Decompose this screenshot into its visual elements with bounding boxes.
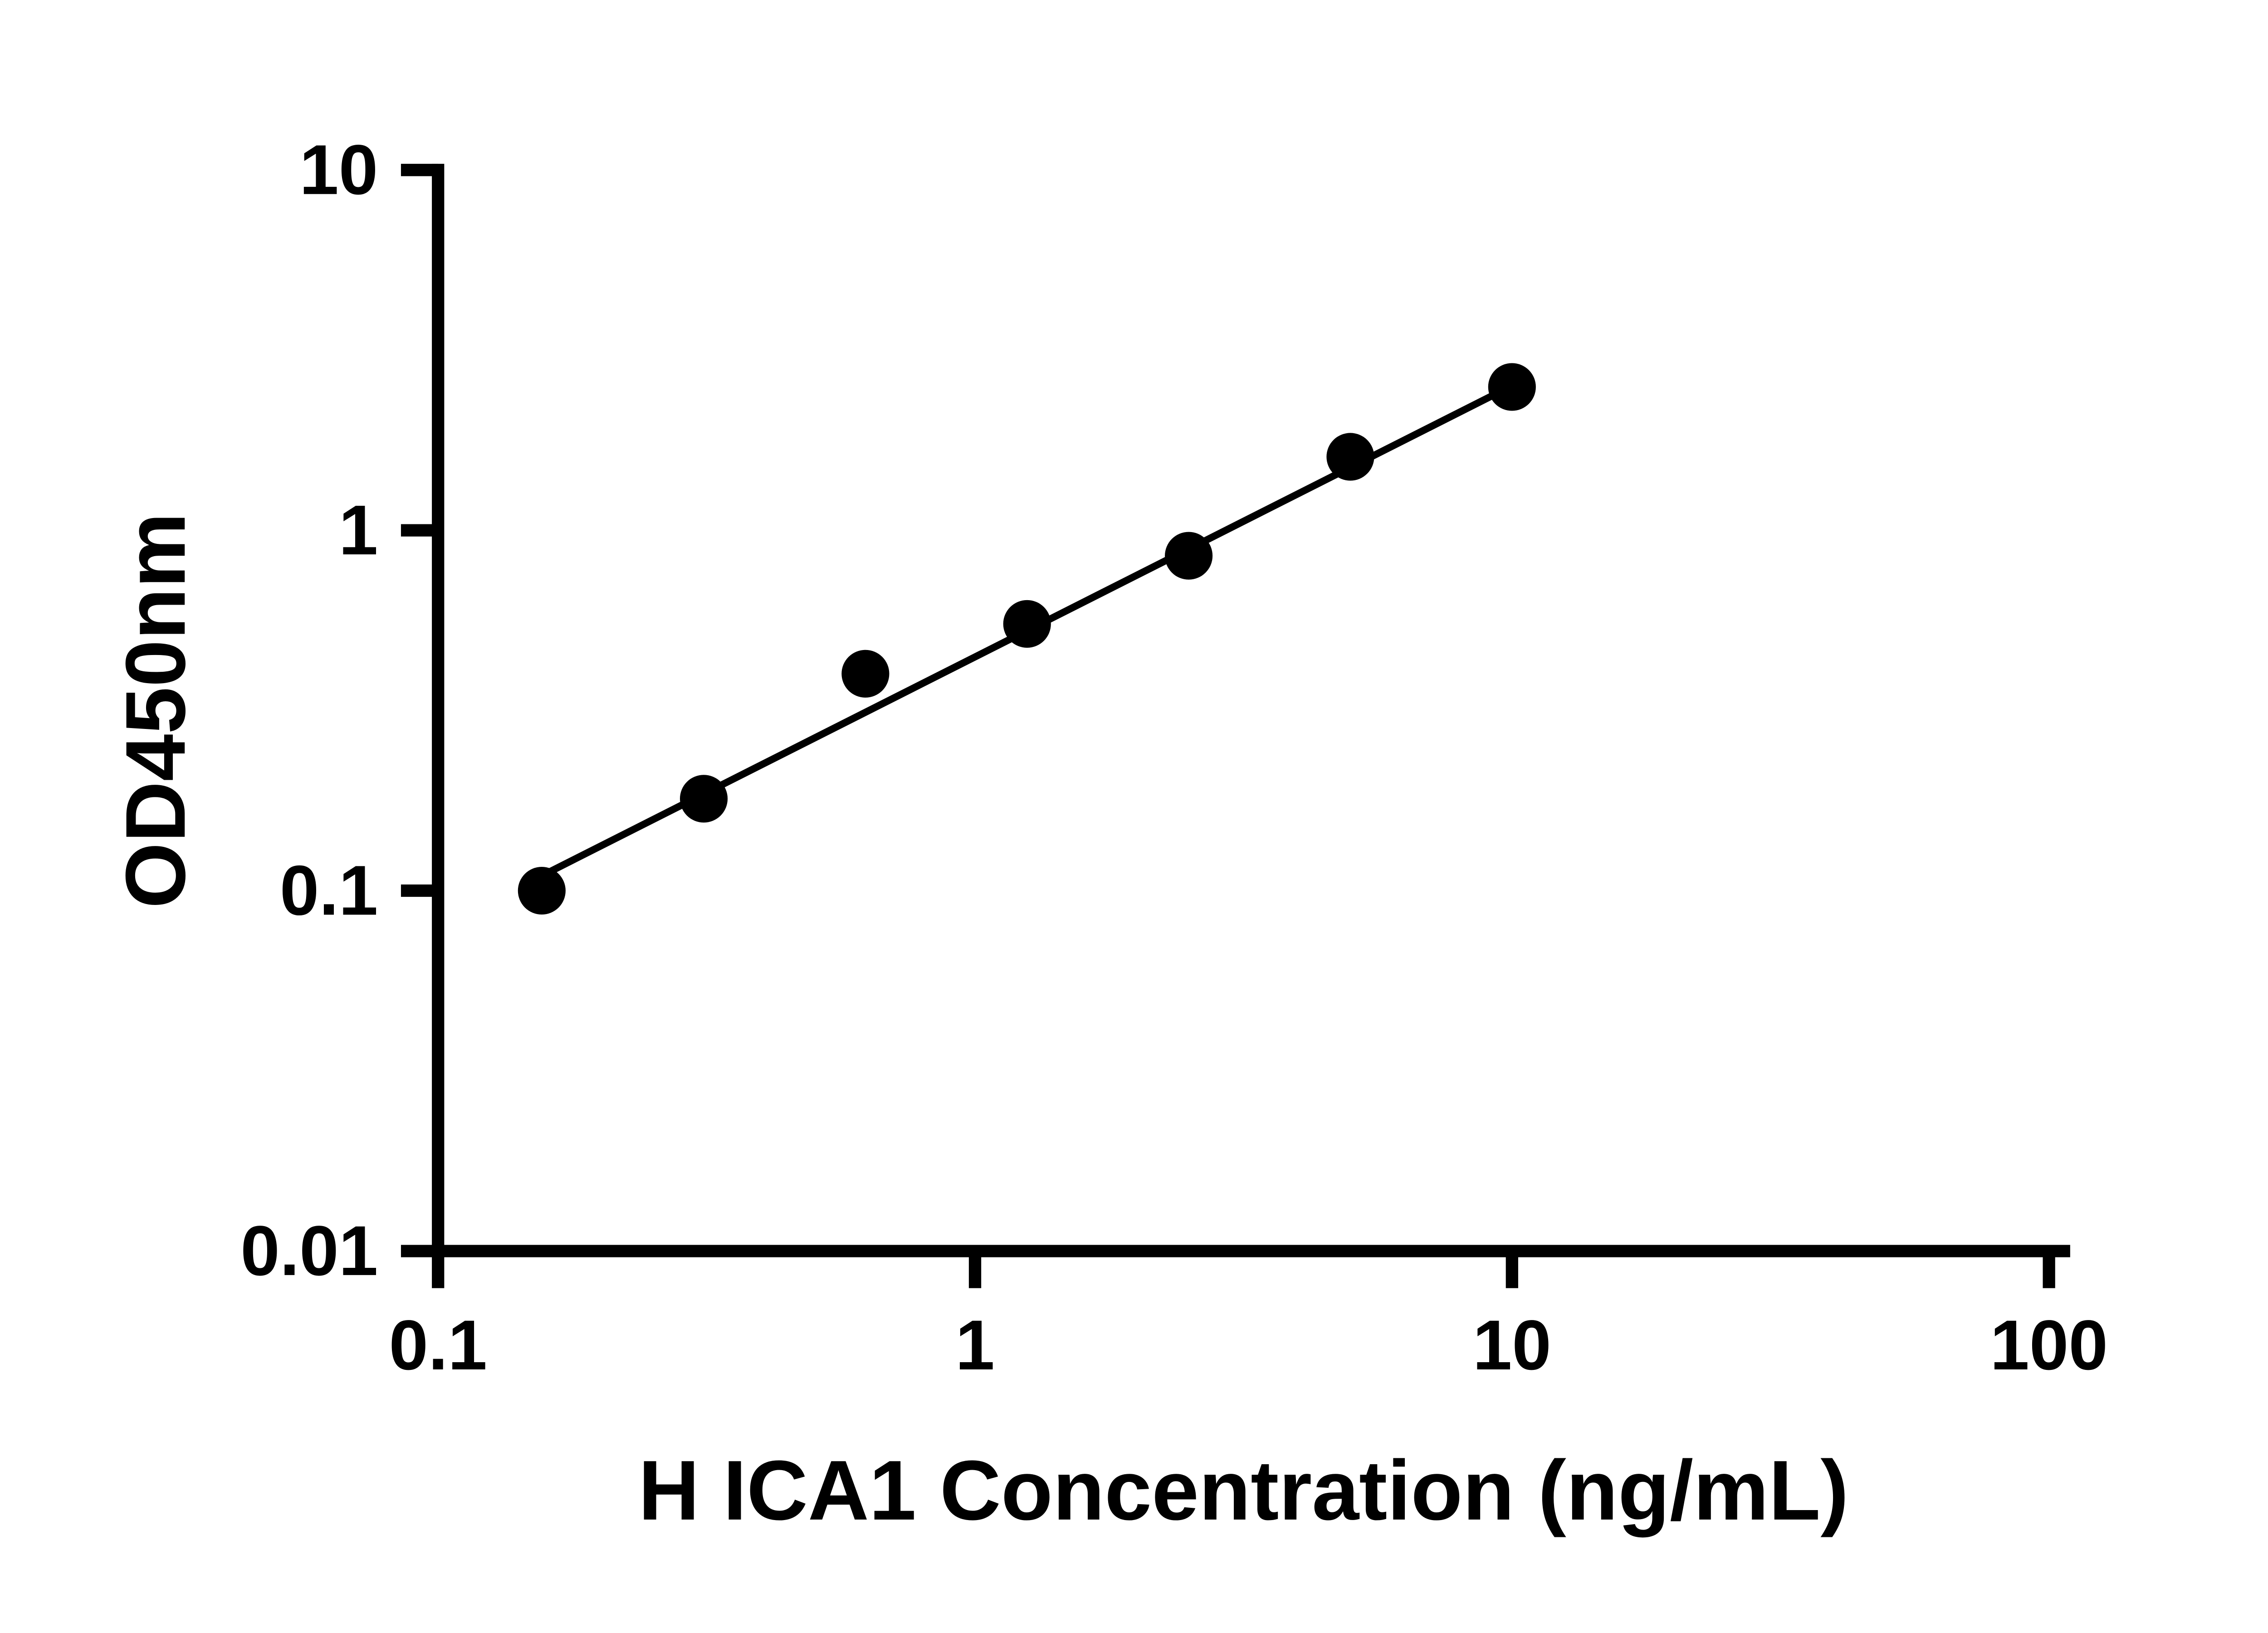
data-point: [1326, 433, 1374, 481]
data-point: [679, 775, 728, 823]
x-axis-tick-label: 0.1: [389, 1306, 487, 1385]
data-point: [1488, 363, 1536, 411]
y-axis-tick-label: 10: [299, 131, 378, 210]
x-axis-title: H ICA1 Concentration (ng/mL): [638, 1443, 1849, 1538]
y-axis-tick-label: 0.1: [280, 851, 378, 930]
x-axis-tick-label: 100: [1990, 1306, 2108, 1385]
data-point: [518, 866, 566, 915]
y-axis-tick-label: 0.01: [240, 1212, 378, 1291]
y-axis-title: OD450nm: [108, 513, 203, 909]
data-point: [1165, 532, 1213, 580]
y-axis-tick-label: 1: [339, 491, 378, 570]
data-point: [841, 650, 890, 698]
x-axis-tick-label: 1: [955, 1306, 995, 1385]
x-axis-tick-label: 10: [1473, 1306, 1551, 1385]
data-point: [1003, 600, 1051, 648]
